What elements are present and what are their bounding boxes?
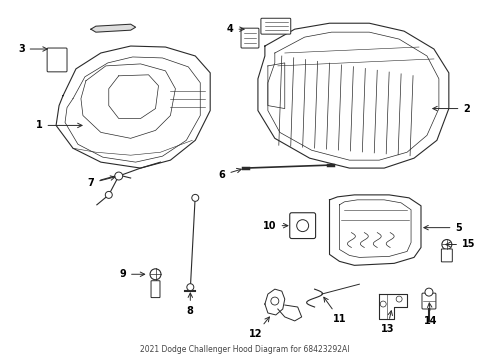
Text: 4: 4 (227, 24, 244, 34)
Circle shape (297, 220, 309, 231)
FancyBboxPatch shape (47, 48, 67, 72)
Text: 3: 3 (18, 44, 47, 54)
Circle shape (380, 301, 386, 307)
Text: 1: 1 (36, 121, 82, 130)
FancyBboxPatch shape (441, 249, 452, 262)
Text: 5: 5 (424, 222, 462, 233)
Circle shape (105, 192, 112, 198)
Text: 14: 14 (424, 303, 438, 326)
Text: 10: 10 (263, 221, 288, 231)
Text: 2: 2 (433, 104, 470, 113)
Polygon shape (91, 24, 136, 32)
Circle shape (150, 269, 161, 280)
FancyBboxPatch shape (241, 28, 259, 48)
Circle shape (271, 297, 279, 305)
Circle shape (115, 172, 122, 180)
Text: 7: 7 (88, 176, 115, 188)
FancyBboxPatch shape (290, 213, 316, 239)
FancyBboxPatch shape (151, 281, 160, 298)
FancyBboxPatch shape (261, 18, 291, 34)
Text: 6: 6 (219, 168, 241, 180)
Circle shape (187, 284, 194, 291)
Text: 8: 8 (187, 293, 194, 316)
Circle shape (396, 296, 402, 302)
Text: 15: 15 (446, 239, 475, 249)
Circle shape (192, 194, 199, 201)
Circle shape (425, 288, 433, 296)
Text: 2021 Dodge Challenger Hood Diagram for 68423292AI: 2021 Dodge Challenger Hood Diagram for 6… (140, 345, 350, 354)
FancyBboxPatch shape (422, 293, 436, 309)
Text: 12: 12 (249, 317, 270, 339)
Text: 11: 11 (324, 297, 346, 324)
Circle shape (442, 239, 452, 249)
Text: 13: 13 (380, 311, 394, 334)
Text: 9: 9 (120, 269, 145, 279)
